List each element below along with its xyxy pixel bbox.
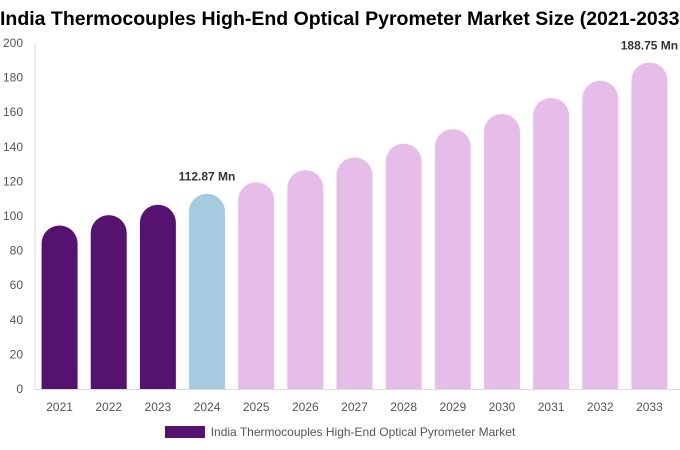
x-tick-label: 2026 xyxy=(292,400,319,414)
bar-2027 xyxy=(336,157,373,389)
x-tick-label: 2024 xyxy=(194,400,221,414)
x-tick-label: 2025 xyxy=(243,400,270,414)
bar-2030 xyxy=(483,113,520,389)
bar-2028 xyxy=(385,143,422,389)
bar-2022 xyxy=(90,215,127,389)
y-tick-label: 140 xyxy=(3,140,23,154)
y-tick-label: 160 xyxy=(3,105,23,119)
y-tick-label: 0 xyxy=(16,382,23,396)
bar-2021 xyxy=(41,225,78,389)
y-tick-label: 80 xyxy=(10,244,24,258)
x-tick-label: 2021 xyxy=(46,400,73,414)
y-tick-label: 120 xyxy=(3,174,23,188)
bar-2026 xyxy=(287,170,324,389)
x-tick-label: 2030 xyxy=(489,400,516,414)
bar-2032 xyxy=(582,80,619,390)
y-tick-label: 200 xyxy=(3,36,23,50)
bar-2025 xyxy=(238,182,275,389)
data-label: 112.87 Mn xyxy=(179,170,236,184)
legend-label: India Thermocouples High-End Optical Pyr… xyxy=(210,425,516,439)
bar-2031 xyxy=(533,97,570,389)
x-tick-label: 2027 xyxy=(341,400,368,414)
legend-swatch xyxy=(164,426,205,438)
bar-2023 xyxy=(139,204,176,389)
bar-2029 xyxy=(434,129,471,390)
y-tick-label: 20 xyxy=(10,347,24,361)
x-tick-label: 2022 xyxy=(95,400,122,414)
y-tick-label: 100 xyxy=(3,209,23,223)
x-tick-label: 2023 xyxy=(145,400,172,414)
y-tick-label: 40 xyxy=(10,313,24,327)
y-tick-label: 180 xyxy=(3,71,23,85)
bar-2024 xyxy=(189,193,226,389)
x-tick-label: 2033 xyxy=(636,400,663,414)
chart-title: India Thermocouples High-End Optical Pyr… xyxy=(0,8,680,30)
x-tick-label: 2028 xyxy=(390,400,417,414)
x-tick-label: 2029 xyxy=(439,400,466,414)
y-tick-label: 60 xyxy=(10,278,24,292)
legend: India Thermocouples High-End Optical Pyr… xyxy=(0,425,680,439)
data-label: 188.75 Mn xyxy=(621,38,678,52)
x-tick-label: 2032 xyxy=(587,400,614,414)
bar-2033 xyxy=(631,62,668,390)
x-tick-label: 2031 xyxy=(538,400,565,414)
